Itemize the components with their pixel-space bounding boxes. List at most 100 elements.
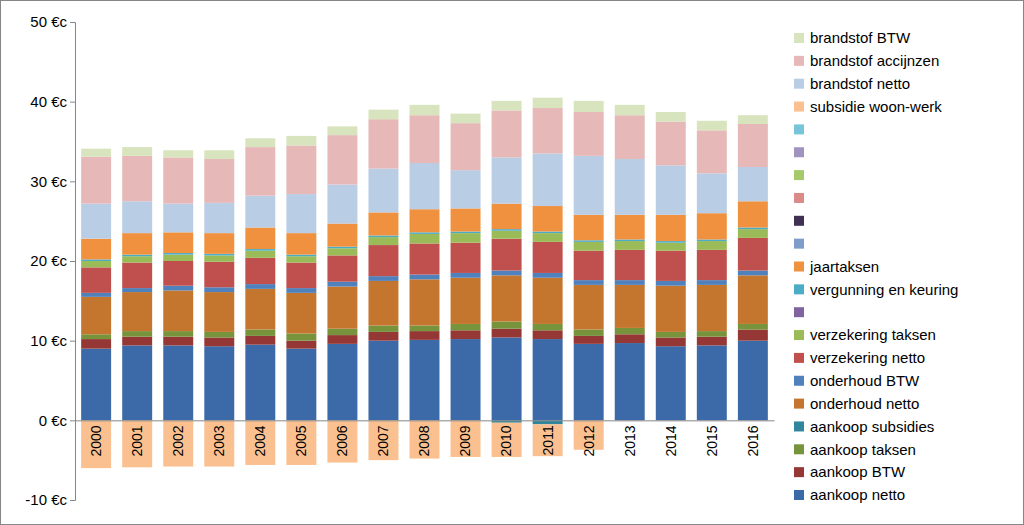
bar-segment [163, 150, 193, 157]
bar-segment [533, 424, 563, 456]
bar-segment [163, 261, 193, 286]
bar-segment [410, 163, 440, 209]
bar-segment [697, 331, 727, 337]
bar-segment [286, 233, 316, 255]
bar-segment [697, 239, 727, 241]
legend-item: aankoop netto [794, 486, 905, 503]
bar-segment [163, 345, 193, 420]
x-tick-label: 2007 [375, 425, 391, 456]
plot: -10 €c0 €c10 €c20 €c30 €c40 €c50 €c20002… [25, 13, 774, 508]
y-tick: 10 €c [30, 332, 75, 349]
series [81, 420, 604, 468]
legend-item [794, 124, 804, 134]
y-tick: 20 €c [30, 252, 75, 269]
bar-segment [451, 273, 481, 278]
bar-segment [286, 255, 316, 257]
bar-segment [286, 341, 316, 349]
bar-segment [286, 293, 316, 334]
bar-segment [81, 334, 111, 339]
bar-segment [327, 344, 357, 420]
bar-segment [574, 156, 604, 215]
bar-segment [451, 420, 481, 457]
bar-segment [327, 255, 357, 281]
x-tick-label: 2003 [211, 425, 227, 456]
bar-segment [738, 271, 768, 276]
bar-segment [492, 322, 522, 329]
bar-segment [81, 259, 111, 261]
legend-item: jaartaksen [794, 258, 879, 275]
legend-label: aankoop taksen [810, 441, 916, 458]
legend-label: brandstof BTW [810, 29, 911, 46]
bar-segment [410, 340, 440, 420]
bar-segment [163, 157, 193, 203]
legend-swatch [794, 307, 804, 317]
x-tick-label: 2012 [581, 425, 597, 456]
bar-segment [204, 337, 234, 346]
bar-segment [368, 237, 398, 245]
bar-segment [368, 169, 398, 213]
bar-segment [738, 330, 768, 341]
bar-segment [533, 273, 563, 278]
bar-segment [615, 115, 645, 159]
x-tick: 2011 [540, 420, 556, 455]
bar-segment [245, 289, 275, 330]
y-tick-label: 30 €c [30, 173, 67, 190]
bar-segment [615, 328, 645, 334]
legend-item [794, 147, 804, 157]
bar-segment [368, 281, 398, 326]
bar-segment [410, 279, 440, 325]
bar-segment [245, 258, 275, 284]
bar-segment [492, 157, 522, 203]
bar-segment [286, 145, 316, 194]
y-tick-mark [70, 261, 75, 262]
bar-segment [738, 167, 768, 201]
bar-segment [122, 255, 152, 257]
legend-item [794, 239, 804, 249]
y-tick: 0 €c [39, 412, 75, 429]
legend-item [794, 307, 804, 317]
bar-segment [656, 281, 686, 286]
bar-segment [451, 243, 481, 273]
legend-label: onderhoud BTW [810, 372, 920, 389]
legend-item: subsidie woon-werk [794, 98, 942, 115]
bar-segment [533, 233, 563, 242]
legend-item: aankoop subsidies [794, 418, 934, 435]
legend-item: aankoop taksen [794, 441, 916, 458]
bar-segment [697, 241, 727, 250]
bar-segment [327, 282, 357, 287]
bar-segment [533, 232, 563, 234]
y-tick-mark [70, 500, 75, 501]
bar-segment [410, 234, 440, 244]
bar-segment [245, 336, 275, 345]
bar-segment [81, 239, 111, 260]
x-tick: 2007 [375, 420, 391, 456]
bar-segment [245, 420, 275, 465]
bar-segment [81, 261, 111, 267]
series [81, 337, 768, 420]
y-tick-label: 40 €c [30, 93, 67, 110]
bar-segment [615, 285, 645, 328]
bar-segment [163, 204, 193, 233]
bar-segment [327, 185, 357, 224]
bar-segment [368, 341, 398, 421]
legend-item: brandstof netto [794, 75, 910, 92]
legend-label: subsidie woon-werk [810, 98, 942, 115]
x-tick-label: 2005 [293, 425, 309, 456]
bar-segment [451, 233, 481, 243]
legend-item: brandstof accijnzen [794, 52, 939, 69]
x-tick: 2003 [211, 420, 227, 456]
legend-item [794, 216, 804, 226]
bar-segment [615, 334, 645, 343]
bar-segment [81, 157, 111, 204]
bar-segment [327, 135, 357, 184]
bar-segment [533, 242, 563, 273]
bar-segment [327, 420, 357, 462]
bar-segment [574, 285, 604, 330]
bar-segment [204, 332, 234, 338]
legend-item: aankoop BTW [794, 463, 906, 480]
bar-segment [656, 332, 686, 338]
legend-swatch [794, 193, 804, 203]
bar-segment [245, 284, 275, 289]
x-tick: 2013 [622, 420, 638, 456]
bar-segment [368, 332, 398, 341]
